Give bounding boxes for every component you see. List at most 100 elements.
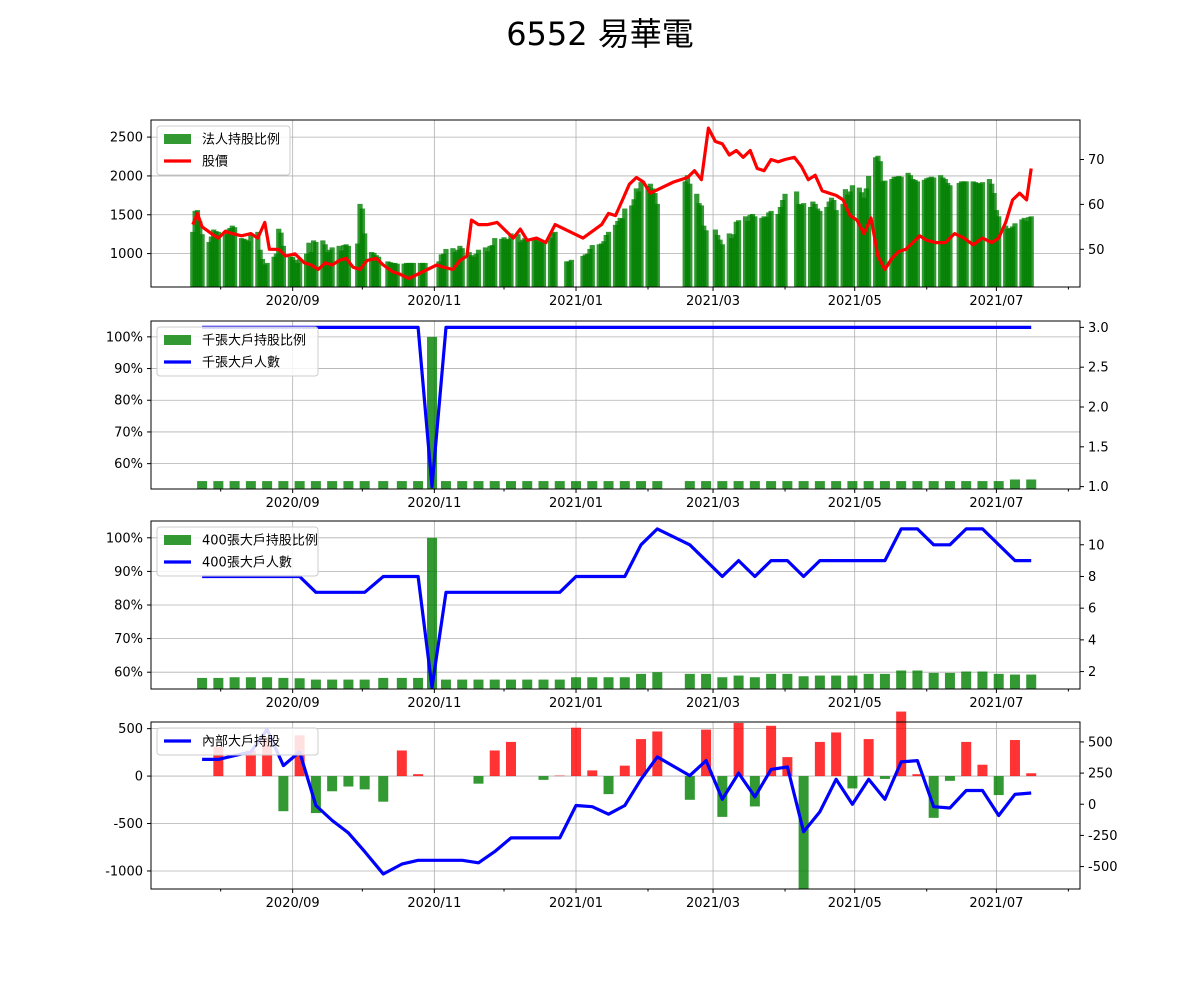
bar [801, 203, 807, 287]
x-tick-label: 2020/09 [266, 496, 320, 511]
bar [622, 208, 628, 287]
bar [831, 732, 842, 777]
bar [376, 256, 382, 287]
bar [245, 750, 256, 777]
bar [278, 776, 289, 812]
legend-label: 股價 [202, 155, 228, 170]
x-tick-label: 2021/03 [686, 896, 740, 911]
y-tick-label-right: 1.0 [1088, 480, 1109, 495]
line-series [202, 527, 1032, 689]
bar [863, 673, 874, 689]
bar [278, 481, 289, 489]
bar-series [197, 336, 1037, 489]
bar [701, 673, 712, 689]
bar [863, 481, 874, 489]
bar [619, 677, 630, 689]
y-tick-label-right: 8 [1088, 570, 1096, 585]
bar [1012, 223, 1018, 287]
panel-2: 100% 90% 80% 70% 60% 3.0 2.5 2.0 1.5 1.0 2020/09 20… [106, 320, 1109, 511]
y-tick-label-left: 1500 [110, 208, 143, 223]
bar [912, 670, 923, 689]
bar [199, 234, 205, 287]
bar [798, 481, 809, 489]
x-tick-label: 2021/03 [686, 696, 740, 711]
bar [993, 776, 1004, 796]
y-tick-label-right: 2.0 [1088, 400, 1109, 415]
legend-label: 400張大戶人數 [202, 556, 292, 571]
bar [684, 673, 695, 689]
legend-box [156, 326, 319, 377]
bar [396, 750, 407, 777]
legend-box [156, 526, 319, 577]
bar [652, 731, 663, 777]
bar [912, 481, 923, 489]
bar [961, 741, 972, 777]
bar [427, 537, 438, 689]
bar [896, 481, 907, 489]
bar [524, 238, 530, 287]
bar [310, 679, 321, 689]
y-tick-label-left: 70% [114, 632, 143, 647]
bar [294, 678, 305, 689]
bar [605, 231, 612, 287]
x-tick-label: 2021/07 [969, 696, 1023, 711]
bar [814, 741, 825, 777]
x-tick-label: 2021/07 [969, 294, 1023, 309]
bar [931, 177, 937, 287]
legend-box [156, 727, 319, 756]
bar [701, 481, 712, 489]
bar [489, 481, 500, 489]
bar [898, 176, 904, 287]
bar [197, 481, 208, 489]
bar [213, 746, 224, 777]
bar [378, 677, 389, 689]
x-tick-label: 2021/07 [969, 896, 1023, 911]
x-tick-label: 2020/11 [407, 896, 461, 911]
x-tick-label: 2021/01 [549, 896, 603, 911]
bar [798, 676, 809, 689]
bar [719, 244, 725, 287]
bar [896, 670, 907, 689]
panel-4: 500 0 -500 -1000 500 250 0 -250 -500 2020/09 2020/… [105, 711, 1118, 911]
bar [1028, 216, 1034, 287]
x-tick-label: 2020/11 [407, 696, 461, 711]
panel-3: 100% 90% 80% 70% 60% 10 8 6 4 2 2020/09 2020/11 2021… [106, 520, 1105, 711]
y-tick-label-left: 0 [135, 770, 143, 785]
bar [505, 741, 516, 777]
axes-frame [150, 320, 1081, 490]
y-tick-label-left: 80% [114, 394, 143, 409]
bar [538, 679, 549, 689]
axes-frame [150, 721, 1081, 890]
bar [766, 481, 777, 489]
bar [473, 679, 484, 689]
x-tick-label: 2020/09 [266, 896, 320, 911]
bar [492, 238, 498, 287]
y-tick-label-left: 70% [114, 425, 143, 440]
bar [197, 677, 208, 689]
bar [1026, 773, 1037, 777]
bar [522, 481, 533, 489]
bar [866, 175, 872, 287]
y-tick-label-left: 90% [114, 565, 143, 580]
bar [422, 262, 428, 287]
y-tick-label-right: 500 [1088, 735, 1113, 750]
bar [912, 774, 923, 777]
y-tick-label-right: 4 [1088, 633, 1096, 648]
x-tick-label: 2020/09 [266, 696, 320, 711]
bar [977, 764, 988, 777]
bar [636, 739, 647, 777]
bar [847, 675, 858, 689]
bar [896, 711, 907, 777]
bar [749, 677, 760, 689]
bar [735, 220, 742, 287]
bar [327, 776, 338, 792]
bar [879, 673, 890, 689]
bar [831, 481, 842, 489]
bar [944, 672, 955, 689]
bar [814, 481, 825, 489]
x-tick-label: 2021/07 [969, 496, 1023, 511]
bar [262, 737, 273, 777]
bar [440, 481, 451, 489]
y-tick-label-right: 1.5 [1088, 440, 1109, 455]
